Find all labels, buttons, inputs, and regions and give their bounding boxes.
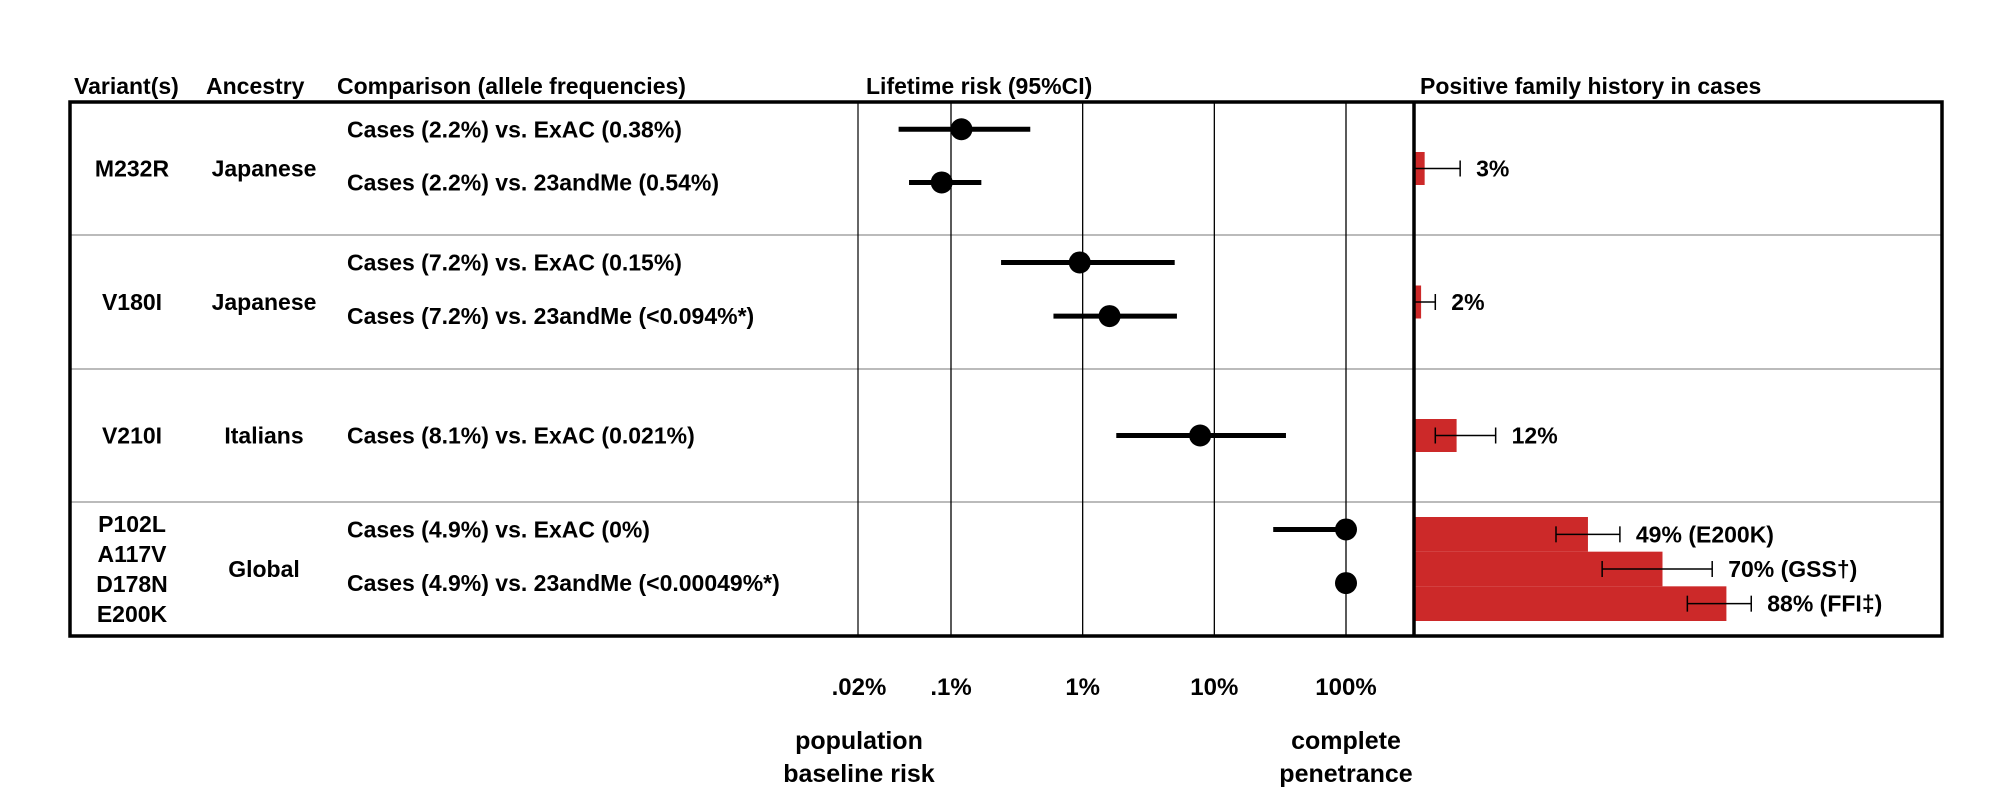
comparison-label: Cases (4.9%) vs. 23andMe (<0.00049%*) [347, 570, 780, 596]
family-history-label: 3% [1476, 156, 1509, 182]
annotation-complete-penetrance: complete [1291, 727, 1401, 755]
comparison-label: Cases (2.2%) vs. ExAC (0.38%) [347, 116, 682, 142]
point-estimate [1335, 572, 1357, 595]
point-estimate [1335, 518, 1357, 541]
variant-label: M232R [95, 156, 170, 182]
variant-label: V180I [102, 289, 162, 315]
family-history-label: 12% [1512, 423, 1558, 449]
header-comparison: Comparison (allele frequencies) [337, 73, 686, 99]
variant-label: V210I [102, 423, 162, 449]
point-estimate [930, 171, 953, 194]
comparison-label: Cases (4.9%) vs. ExAC (0%) [347, 516, 650, 542]
family-history-label: 2% [1451, 289, 1484, 315]
ancestry-label: Italians [224, 423, 303, 449]
header-ancestry: Ancestry [206, 73, 305, 99]
family-history-bar [1414, 586, 1727, 621]
variant-label: A117V [97, 541, 167, 567]
x-tick-label: .1% [930, 674, 971, 701]
comparison-label: Cases (2.2%) vs. 23andMe (0.54%) [347, 169, 719, 195]
point-estimate [950, 118, 973, 141]
family-history-label: 88% (FFI‡) [1767, 591, 1882, 617]
ancestry-label: Global [228, 556, 300, 582]
annotation-baseline-risk: population [795, 727, 923, 755]
annotation-complete-penetrance: penetrance [1279, 760, 1412, 788]
ancestry-label: Japanese [212, 156, 317, 182]
comparison-label: Cases (8.1%) vs. ExAC (0.021%) [347, 423, 695, 449]
family-history-label: 49% (E200K) [1636, 521, 1774, 547]
comparison-label: Cases (7.2%) vs. ExAC (0.15%) [347, 249, 682, 275]
comparison-label: Cases (7.2%) vs. 23andMe (<0.094%*) [347, 303, 754, 329]
variant-label: E200K [97, 601, 168, 627]
point-estimate [1098, 305, 1121, 328]
annotation-baseline-risk: baseline risk [783, 760, 935, 788]
table-frame [68, 100, 1944, 638]
x-tick-label: .02% [832, 674, 887, 701]
x-tick-label: 10% [1190, 674, 1238, 701]
point-estimate [1189, 424, 1212, 447]
header-family-history: Positive family history in cases [1420, 73, 1761, 99]
header-variants: Variant(s) [74, 73, 179, 99]
variant-label: D178N [96, 571, 168, 597]
ancestry-label: Japanese [212, 289, 317, 315]
family-history-label: 70% (GSS†) [1728, 556, 1857, 582]
header-lifetime-risk: Lifetime risk (95%CI) [866, 73, 1092, 99]
x-tick-label: 100% [1315, 674, 1376, 701]
variant-label: P102L [98, 511, 166, 537]
point-estimate [1068, 251, 1091, 274]
x-tick-label: 1% [1065, 674, 1100, 701]
